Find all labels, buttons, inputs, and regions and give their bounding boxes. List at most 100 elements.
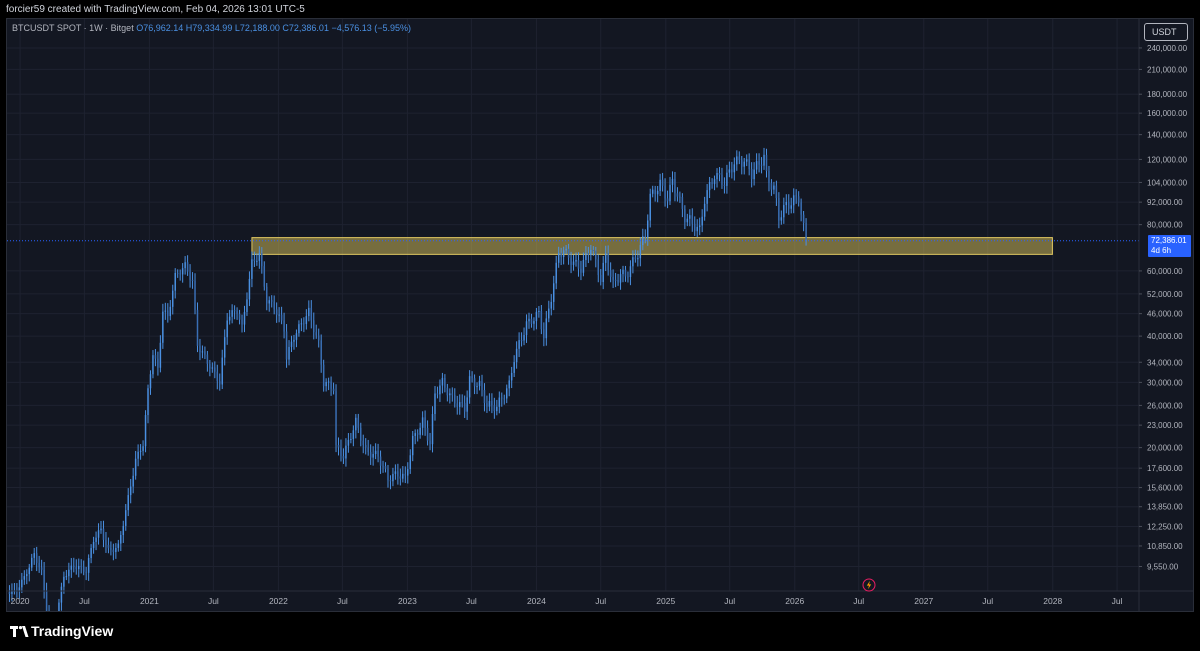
- low-value: L72,188.00: [234, 23, 280, 33]
- candle-body: [543, 329, 545, 339]
- candle-body: [214, 367, 216, 372]
- candle-body: [770, 183, 773, 190]
- candle-body: [416, 433, 419, 435]
- candle-body: [694, 223, 696, 232]
- candle-body: [216, 371, 219, 382]
- candle-body: [397, 471, 399, 477]
- candle-body: [607, 253, 609, 271]
- candle-body: [674, 178, 676, 194]
- last-price-value: 72,386.01: [1151, 235, 1187, 245]
- candle-body: [221, 357, 223, 385]
- candle-body: [342, 456, 345, 459]
- candle-body: [728, 169, 731, 173]
- candle-body: [792, 195, 795, 206]
- currency-selector-button[interactable]: USDT: [1144, 23, 1188, 41]
- candle-body: [204, 351, 206, 355]
- candle-body: [65, 576, 68, 578]
- candle-body: [496, 406, 498, 412]
- candle-body: [231, 310, 233, 317]
- y-tick-label: 240,000.00: [1147, 44, 1188, 53]
- candle-body: [585, 252, 587, 261]
- candle-body: [357, 417, 360, 428]
- candle-body: [491, 401, 493, 406]
- candle-body: [748, 159, 750, 170]
- chart-panel[interactable]: 9,550.00 10,850.00 12,250.00 13,850.00 15,60…: [6, 18, 1194, 612]
- candle-body: [671, 178, 674, 185]
- candle-body: [520, 340, 523, 342]
- candle-body: [458, 402, 461, 407]
- candle-body: [270, 300, 273, 302]
- candle-body: [656, 190, 659, 195]
- candle-body: [92, 541, 95, 549]
- candle-body: [760, 164, 763, 166]
- candle-body: [429, 440, 431, 445]
- support-zone-rect[interactable]: [251, 237, 1053, 255]
- candle-body: [510, 372, 513, 381]
- bar-countdown: 4d 6h: [1151, 245, 1172, 255]
- candle-body: [374, 450, 377, 455]
- candle-body: [560, 252, 562, 258]
- flash-icon[interactable]: [862, 578, 876, 592]
- candle-body: [60, 586, 63, 603]
- y-tick-label: 23,000.00: [1147, 421, 1183, 430]
- candle-body: [105, 539, 107, 545]
- candle-body: [78, 565, 80, 570]
- candle-body: [300, 323, 303, 325]
- candle-body: [320, 340, 322, 365]
- candle-body: [795, 195, 797, 197]
- candle-body: [550, 301, 553, 309]
- candle-body: [169, 306, 172, 317]
- candle-body: [684, 208, 686, 223]
- candle-body: [426, 427, 429, 441]
- candle-body: [483, 390, 486, 404]
- candle-body: [780, 217, 783, 221]
- price-axis-bg[interactable]: [1139, 19, 1193, 611]
- candle-body: [236, 311, 238, 314]
- x-tick-label: 2026: [785, 596, 804, 606]
- symbol-label: BTCUSDT SPOT · 1W · Bitget: [12, 23, 134, 33]
- candle-body: [800, 202, 802, 215]
- y-tick-label: 80,000.00: [1147, 221, 1183, 230]
- candle-body: [518, 340, 520, 349]
- candle-body: [258, 253, 261, 261]
- y-tick-label: 210,000.00: [1147, 65, 1188, 74]
- candle-body: [545, 318, 548, 339]
- price-chart[interactable]: 9,550.00 10,850.00 12,250.00 13,850.00 15,60…: [7, 19, 1193, 611]
- candle-body: [201, 351, 204, 353]
- y-tick-label: 10,850.00: [1147, 542, 1183, 551]
- candle-body: [347, 439, 350, 446]
- candle-body: [402, 473, 404, 479]
- candle-body: [785, 202, 788, 206]
- candle-body: [723, 184, 726, 186]
- candle-body: [367, 447, 369, 453]
- candle-body: [468, 376, 471, 398]
- candle-body: [582, 260, 585, 273]
- candle-body: [471, 376, 473, 379]
- attribution-text: forcier59 created with TradingView.com, …: [6, 4, 305, 15]
- candle-body: [322, 364, 325, 387]
- candle-body: [721, 174, 723, 185]
- candle-body: [313, 320, 315, 333]
- tradingview-brand: TradingView: [31, 623, 114, 639]
- candle-body: [805, 222, 807, 240]
- candle-body: [184, 262, 186, 269]
- candle-body: [186, 262, 189, 272]
- candle-body: [345, 445, 347, 459]
- candle-body: [115, 547, 117, 553]
- candle-body: [466, 397, 468, 412]
- y-tick-label: 92,000.00: [1147, 198, 1183, 207]
- candle-body: [189, 271, 191, 280]
- candle-body: [377, 450, 379, 457]
- candle-body: [763, 154, 765, 166]
- candle-body: [120, 535, 122, 544]
- candle-body: [503, 398, 506, 400]
- x-tick-label: 2021: [140, 596, 159, 606]
- candle-body: [540, 311, 543, 330]
- candle-body: [364, 445, 367, 448]
- candle-body: [389, 480, 392, 482]
- candle-body: [797, 196, 800, 203]
- candle-body: [172, 290, 174, 307]
- candle-body: [424, 417, 426, 428]
- y-tick-label: 104,000.00: [1147, 178, 1188, 187]
- candle-body: [419, 427, 421, 435]
